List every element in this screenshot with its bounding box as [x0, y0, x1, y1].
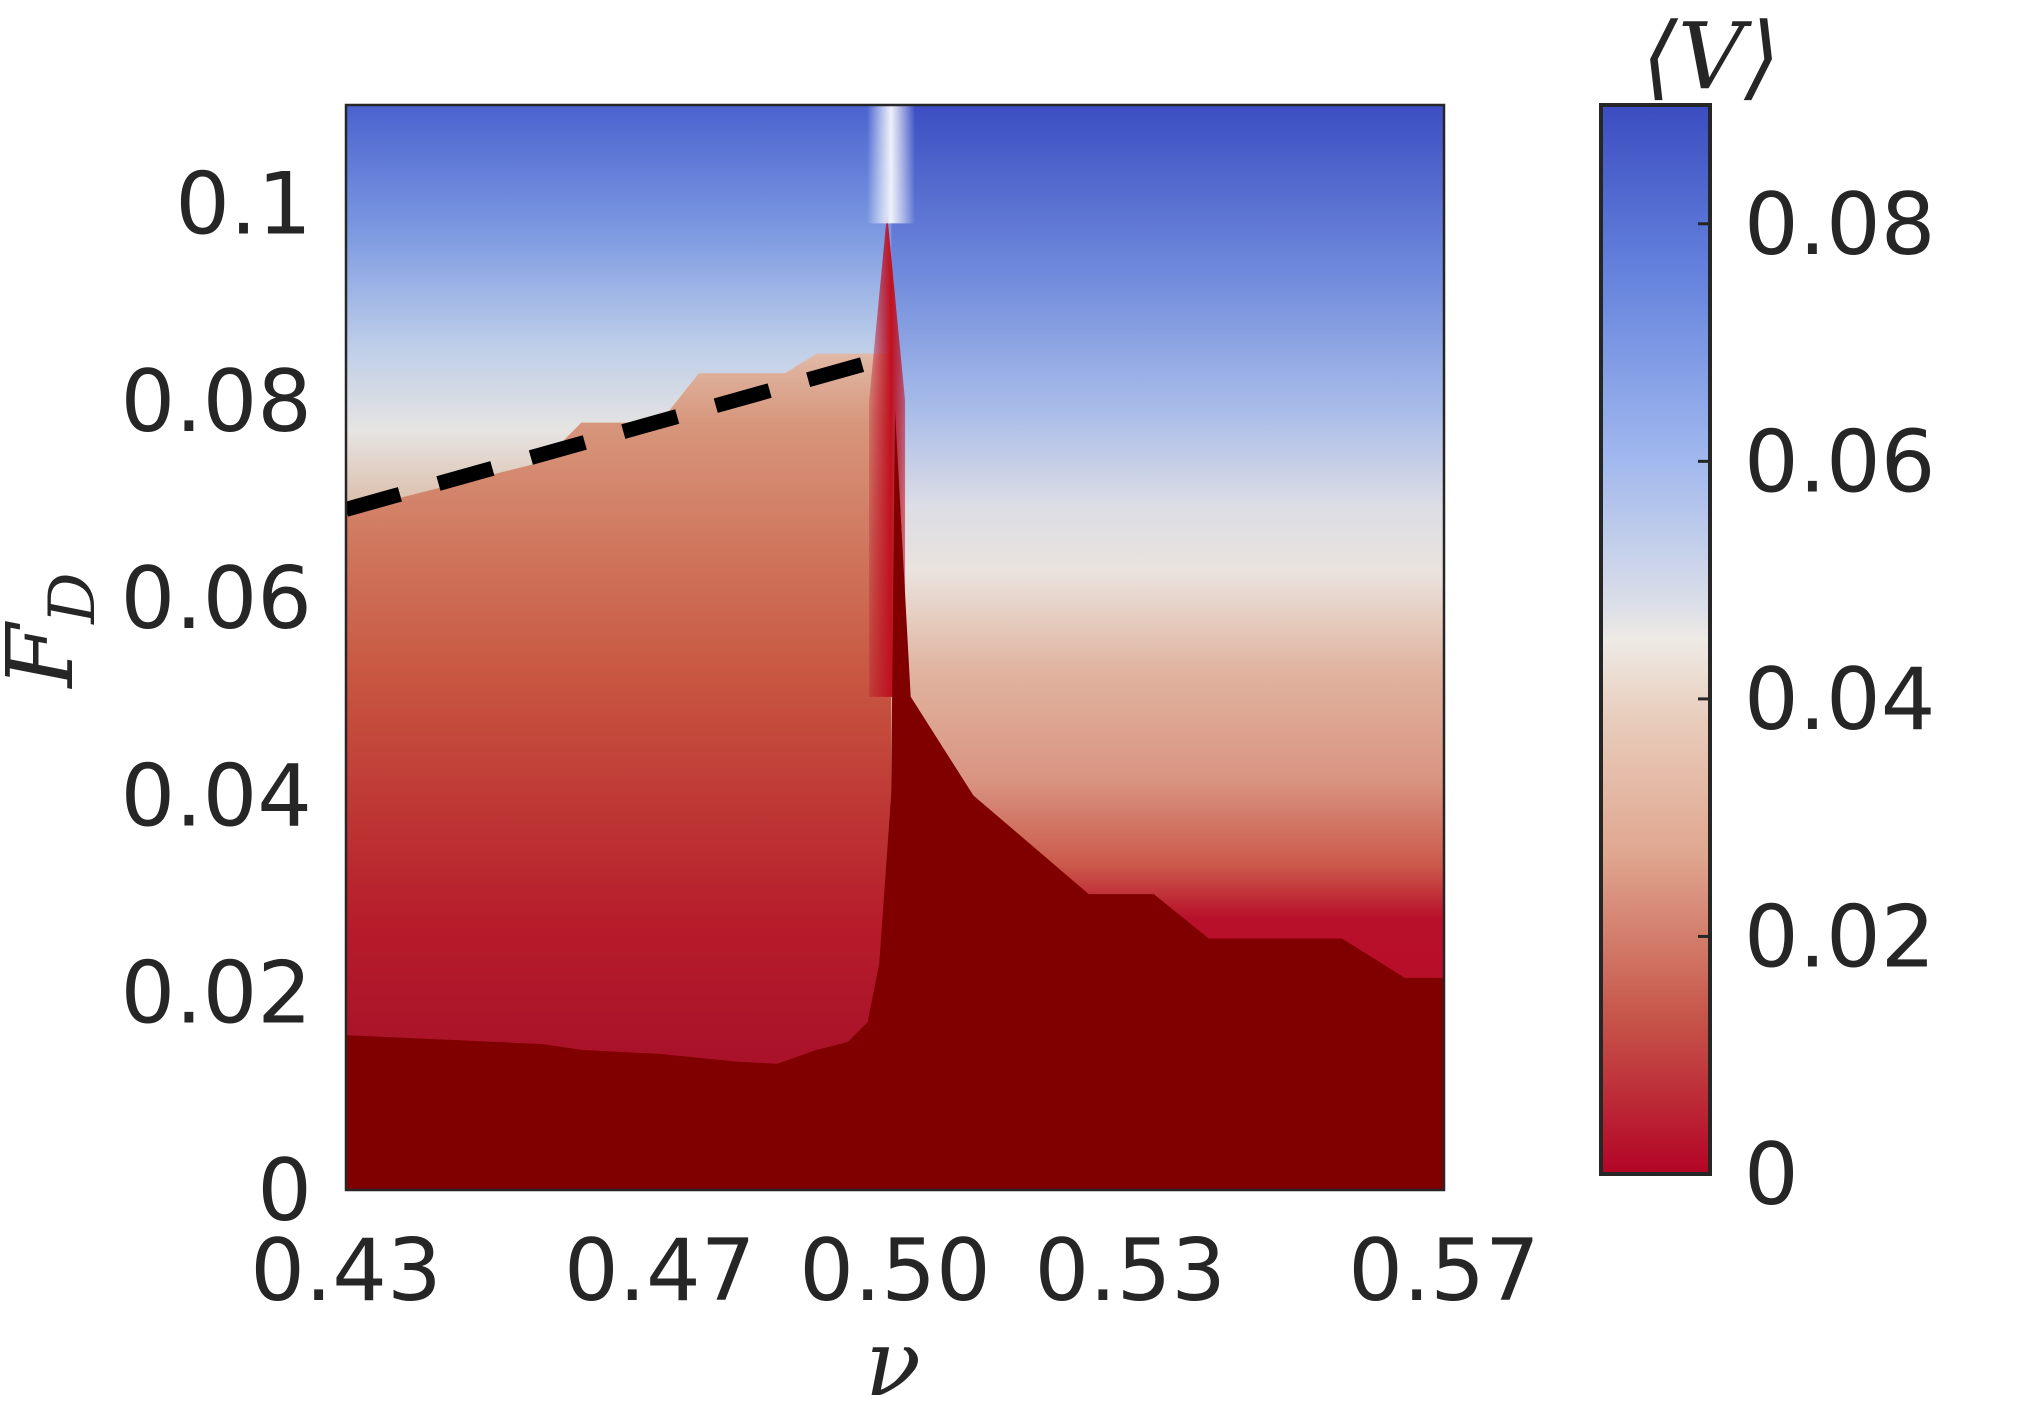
x-tick-label: 0.57	[1348, 1221, 1539, 1321]
colorbar-tick-label: 0.08	[1744, 175, 1935, 275]
plot-frame	[344, 103, 1446, 1192]
x-tick-label: 0.43	[250, 1221, 441, 1321]
x-axis-ticks: 0.43 0.47 0.50 0.53 0.57	[250, 1221, 1539, 1321]
colorbar-tick-label: 0	[1744, 1125, 1799, 1225]
x-tick-label: 0.47	[564, 1221, 755, 1321]
y-axis-ticks: 0 0.02 0.04 0.06 0.08 0.1	[121, 155, 312, 1241]
colorbar-tick-label: 0.02	[1744, 887, 1935, 987]
colorbar: 0 0.02 0.04 0.06 0.08	[1599, 103, 1935, 1225]
pinned-plateau-region	[346, 353, 892, 1092]
y-axis-label: FD	[0, 572, 110, 689]
plot-border	[344, 103, 1446, 1192]
x-tick-label: 0.50	[799, 1221, 990, 1321]
plot-area	[346, 105, 1444, 1190]
colorbar-border	[1599, 103, 1712, 1176]
y-tick-label: 0.02	[121, 944, 312, 1044]
y-tick-label: 0	[257, 1141, 312, 1241]
y-tick-label: 0.1	[175, 155, 312, 255]
colorbar-tick-label: 0.06	[1744, 412, 1935, 512]
x-axis-label: ν	[865, 1310, 921, 1417]
y-tick-label: 0.06	[121, 549, 312, 649]
colorbar-label: ⟨V⟩	[1642, 3, 1780, 110]
ridge-glow	[867, 105, 916, 224]
svg-text:FD: FD	[0, 572, 110, 689]
pinned-phase-region	[346, 410, 1444, 1190]
colorbar-tick-label: 0.04	[1744, 650, 1935, 750]
colorbar-gradient	[1601, 105, 1710, 1174]
x-tick-label: 0.53	[1035, 1221, 1226, 1321]
y-tick-label: 0.08	[121, 352, 312, 452]
y-tick-label: 0.04	[121, 746, 312, 846]
